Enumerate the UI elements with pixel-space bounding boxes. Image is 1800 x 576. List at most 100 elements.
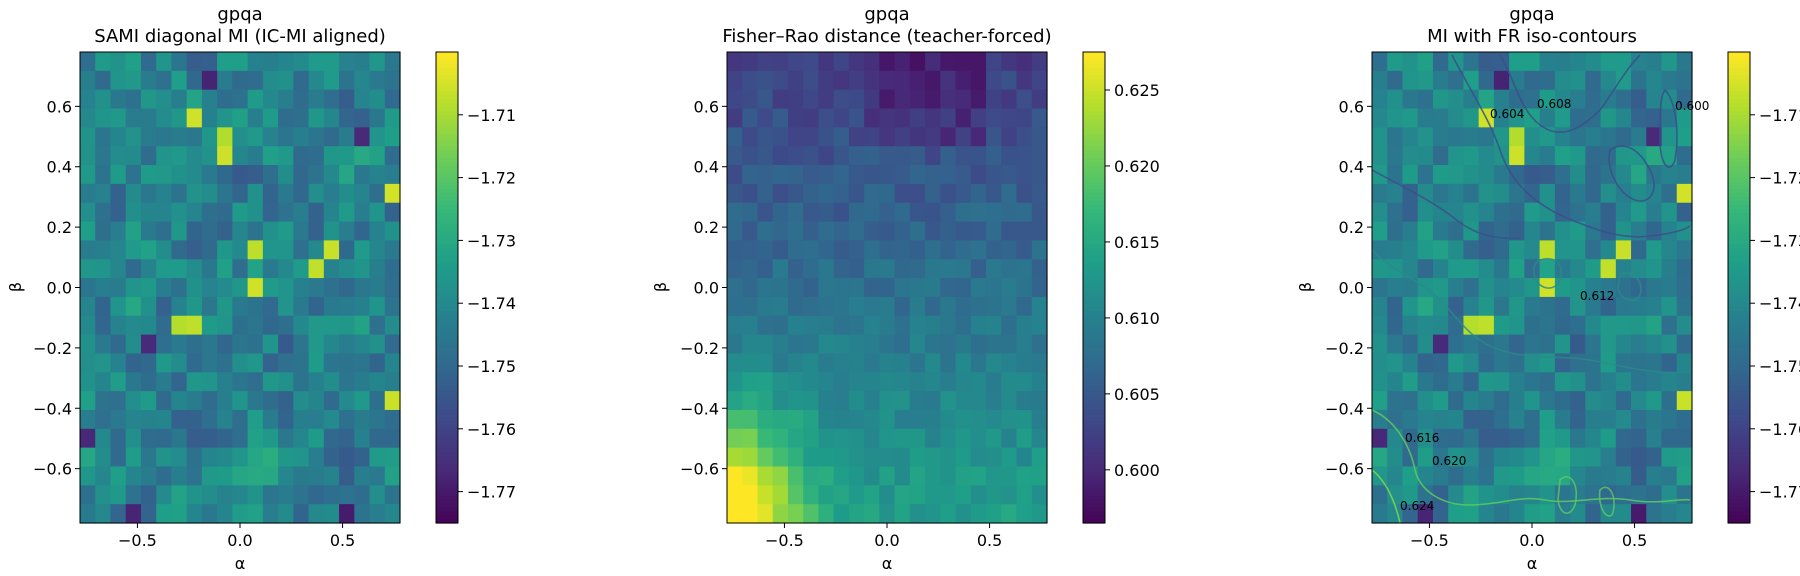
- heatmap-cell: [232, 202, 249, 223]
- heatmap-cell: [955, 183, 972, 204]
- heatmap-cell: [757, 146, 774, 166]
- heatmap-cell: [156, 89, 173, 110]
- heatmap-cell: [757, 89, 774, 110]
- heatmap-cell: [80, 165, 96, 185]
- heatmap-cell: [1585, 447, 1602, 468]
- heatmap-cell: [308, 296, 325, 317]
- heatmap-cell: [803, 183, 820, 204]
- colorbar-band: [1083, 381, 1105, 387]
- heatmap-cell: [894, 466, 911, 486]
- heatmap-cell: [1493, 221, 1510, 241]
- heatmap-cell: [955, 146, 972, 166]
- heatmap-cell: [727, 70, 743, 91]
- colorbar-band: [1728, 114, 1750, 120]
- heatmap-cell: [1478, 296, 1495, 317]
- heatmap-cell: [140, 296, 157, 317]
- heatmap-cell: [940, 146, 957, 166]
- heatmap-cell: [1570, 485, 1586, 505]
- colorbar-band: [1083, 142, 1105, 147]
- heatmap-cell: [1631, 202, 1647, 223]
- heatmap-cell: [1509, 240, 1525, 260]
- heatmap-cell: [864, 504, 880, 524]
- heatmap-cell: [1448, 466, 1465, 486]
- heatmap-cell: [848, 146, 865, 166]
- heatmap-cell: [742, 447, 759, 468]
- heatmap-cell: [323, 315, 340, 336]
- heatmap-cell: [1417, 391, 1434, 411]
- heatmap-cell: [171, 89, 188, 110]
- colorbar-band: [1083, 216, 1105, 222]
- heatmap-cell: [1615, 240, 1632, 260]
- heatmap-cell: [354, 504, 371, 524]
- heatmap-cell: [1539, 504, 1556, 524]
- heatmap-cell: [848, 315, 865, 336]
- heatmap-cell: [940, 296, 957, 317]
- heatmap-cell: [1631, 447, 1647, 468]
- heatmap-cell: [125, 485, 142, 505]
- heatmap-cell: [217, 504, 233, 524]
- y-tick-label: −0.4: [33, 399, 72, 418]
- y-tick-label: 0.0: [694, 279, 719, 298]
- colorbar-band: [1083, 377, 1105, 383]
- colorbar-band: [1728, 314, 1750, 320]
- heatmap-cell: [1676, 296, 1693, 317]
- colorbar-band: [1083, 59, 1105, 65]
- heatmap-cell: [156, 372, 173, 392]
- heatmap-cell: [742, 240, 759, 260]
- heatmap-cell: [818, 202, 835, 223]
- colorbar-band: [1728, 413, 1750, 418]
- heatmap-cell: [1615, 259, 1632, 279]
- heatmap-cell: [308, 391, 325, 411]
- panel-mi: gpqa SAMI diagonal MI (IC-MI aligned) −0…: [6, 4, 516, 573]
- heatmap-cell: [1478, 391, 1495, 411]
- colorbar-band: [1083, 420, 1105, 426]
- heatmap-cell: [1585, 391, 1602, 411]
- heatmap-cell: [80, 240, 96, 260]
- heatmap-cell: [1448, 428, 1465, 449]
- heatmap-cell: [1600, 391, 1617, 411]
- heatmap-cell: [1372, 315, 1388, 336]
- heatmap-cell: [1463, 183, 1480, 204]
- heatmap-cell: [1509, 372, 1525, 392]
- heatmap-cell: [909, 108, 926, 128]
- heatmap-cell: [742, 466, 759, 486]
- heatmap-cell: [1554, 409, 1571, 430]
- heatmap-cell: [1402, 221, 1419, 241]
- heatmap-cell: [787, 221, 804, 241]
- colorbar-band: [1083, 146, 1105, 151]
- heatmap-cell: [1463, 70, 1480, 91]
- heatmap-cell: [1631, 108, 1647, 128]
- colorbar-band: [1728, 366, 1750, 371]
- heatmap-cell: [1463, 108, 1480, 128]
- heatmap-cell: [156, 447, 173, 468]
- heatmap-cell: [1570, 391, 1586, 411]
- colorbar-band: [436, 55, 458, 61]
- heatmap-cell: [1539, 52, 1556, 72]
- heatmap-cell: [156, 108, 173, 128]
- heatmap-cell: [186, 315, 203, 336]
- heatmap-cell: [1016, 372, 1033, 392]
- heatmap-cell: [742, 259, 759, 279]
- heatmap-cell: [156, 127, 173, 147]
- colorbar-band: [1728, 330, 1750, 336]
- heatmap-cell: [217, 89, 233, 110]
- heatmap-cell: [727, 202, 743, 223]
- colorbar-band: [1083, 95, 1105, 100]
- heatmap-cell: [354, 334, 371, 355]
- heatmap-cell: [293, 315, 310, 336]
- heatmap-cell: [339, 165, 355, 185]
- heatmap-cell: [848, 391, 865, 411]
- heatmap-cell: [1463, 428, 1480, 449]
- colorbar-band: [1728, 468, 1750, 473]
- heatmap-cell: [339, 127, 355, 147]
- heatmap-cell: [1661, 409, 1678, 430]
- heatmap-cell: [833, 409, 850, 430]
- heatmap-cell: [369, 89, 386, 110]
- heatmap-cell: [1676, 240, 1693, 260]
- colorbar-band: [436, 236, 458, 241]
- heatmap-cell: [217, 165, 233, 185]
- heatmap-cell: [1661, 108, 1678, 128]
- heatmap-cell: [940, 315, 957, 336]
- heatmap-cell: [217, 466, 233, 486]
- heatmap-cell: [1524, 372, 1541, 392]
